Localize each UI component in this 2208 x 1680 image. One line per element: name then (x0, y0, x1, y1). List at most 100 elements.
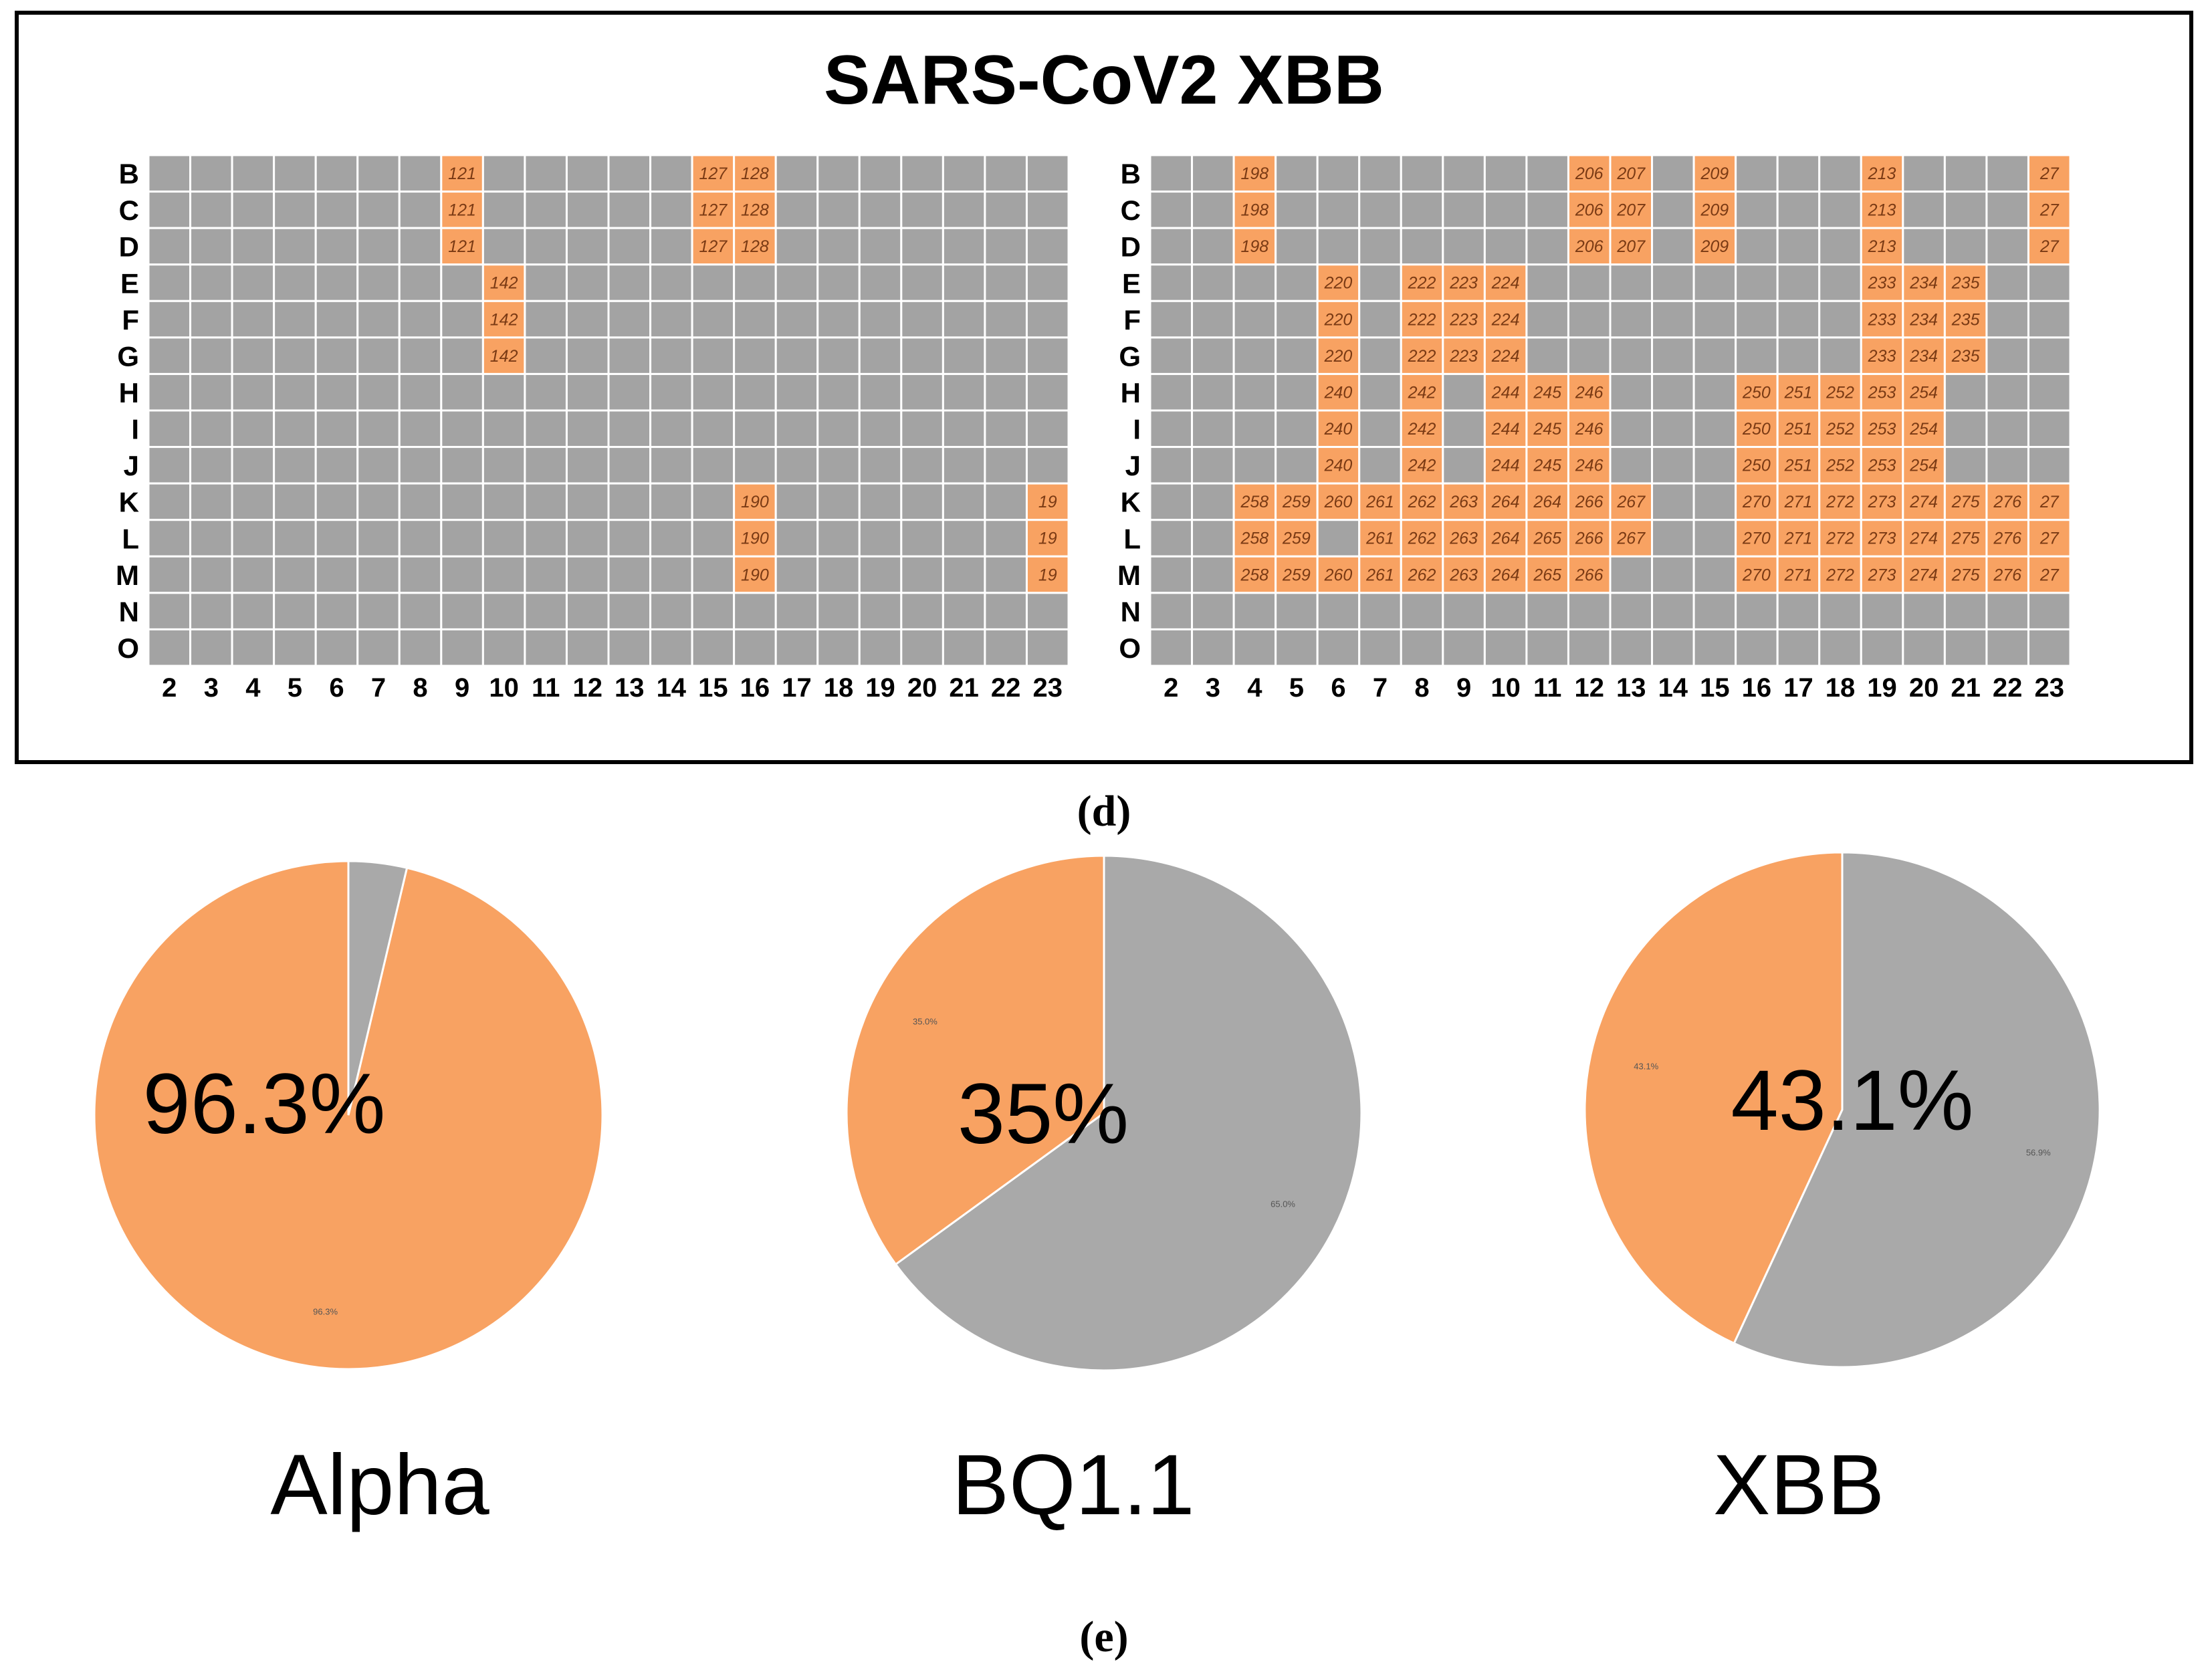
cell-label-J6: 240 (1324, 457, 1353, 475)
cell-label-B13: 207 (1616, 164, 1646, 183)
cell-K22 (984, 482, 1028, 521)
cell-label-J19: 253 (1868, 457, 1896, 475)
cell-O19 (858, 628, 903, 667)
cell-label-J12: 246 (1575, 457, 1604, 475)
cell-O6 (1316, 628, 1361, 667)
cell-I18 (816, 409, 861, 449)
cell-D21 (1943, 227, 1988, 266)
cell-K17 (1776, 482, 1821, 521)
cell-I14 (649, 409, 693, 449)
cell-I8 (398, 409, 443, 449)
cell-B2 (1149, 154, 1194, 193)
pie-small-label-positive: 35.0% (913, 1017, 937, 1027)
cell-F3 (189, 299, 233, 339)
cell-label-L20: 274 (1909, 529, 1938, 548)
cell-B17 (1776, 154, 1821, 193)
cell-J21 (942, 446, 986, 485)
row-label-H: H (119, 377, 139, 408)
cell-M22 (1985, 555, 2029, 594)
cell-H4 (231, 372, 275, 412)
col-label-18: 18 (1826, 673, 1856, 703)
cell-H23 (1025, 372, 1070, 412)
cell-B8 (398, 154, 443, 193)
cell-M18 (816, 555, 861, 594)
cell-D3 (189, 227, 233, 266)
cell-C7 (356, 191, 401, 229)
cell-C3 (189, 191, 233, 229)
cell-E3 (1191, 263, 1235, 302)
cell-H21 (1943, 372, 1988, 412)
cell-J9 (1442, 446, 1486, 485)
cell-F14 (1651, 299, 1695, 339)
cell-O10 (481, 628, 526, 667)
cell-J11 (1525, 446, 1569, 485)
cell-D8 (398, 227, 443, 266)
cell-J23 (1025, 446, 1070, 485)
cell-D11 (524, 227, 568, 266)
cell-H11 (1525, 372, 1569, 412)
cell-K18 (816, 482, 861, 521)
cell-D18 (816, 227, 861, 266)
cell-I13 (607, 409, 652, 449)
cell-N8 (398, 592, 443, 630)
cell-M16 (733, 555, 777, 594)
cell-H4 (1232, 372, 1277, 412)
cell-L4 (231, 519, 275, 558)
cell-label-G10: 224 (1491, 347, 1520, 366)
cell-J22 (984, 446, 1028, 485)
cell-H2 (1149, 372, 1194, 412)
cell-L15 (1692, 519, 1737, 558)
cell-L17 (1776, 519, 1821, 558)
cell-C5 (1275, 191, 1319, 229)
cell-label-M16: 190 (741, 566, 769, 584)
pie-category-label: BQ1.1 (952, 1437, 1195, 1533)
pie-slice-positive (1583, 851, 1844, 1345)
cell-G6 (314, 336, 359, 375)
cell-C11 (1525, 191, 1569, 229)
col-label-15: 15 (1700, 673, 1730, 703)
cell-D2 (147, 227, 192, 266)
cell-G3 (1191, 336, 1235, 375)
cell-E11 (1525, 263, 1569, 302)
cell-label-C15: 209 (1700, 201, 1729, 220)
cell-C9 (1442, 191, 1486, 229)
cell-label-I17: 251 (1784, 420, 1813, 439)
cell-label-D4: 198 (1241, 237, 1269, 256)
cell-H7 (356, 372, 401, 412)
cell-O17 (1776, 628, 1821, 667)
cell-label-M22: 276 (1993, 566, 2021, 584)
cell-H9 (440, 372, 484, 412)
cell-F12 (565, 299, 610, 339)
cell-H20 (1902, 372, 1946, 412)
cell-K4 (231, 482, 275, 521)
cell-F23 (1025, 299, 1070, 339)
cell-G8 (398, 336, 443, 375)
col-label-2: 2 (1164, 673, 1178, 703)
cell-J21 (1943, 446, 1988, 485)
cell-O7 (1358, 628, 1402, 667)
cell-F17 (774, 299, 819, 339)
cell-O10 (1483, 628, 1528, 667)
cell-L6 (314, 519, 359, 558)
cell-N12 (565, 592, 610, 630)
row-label-I: I (1133, 414, 1141, 445)
cell-J13 (1609, 446, 1654, 485)
cell-D20 (900, 227, 944, 266)
cell-H6 (314, 372, 359, 412)
cell-E16 (1735, 263, 1779, 302)
cell-D10 (1483, 227, 1528, 266)
cell-H6 (1316, 372, 1361, 412)
cell-N7 (356, 592, 401, 630)
cell-G18 (816, 336, 861, 375)
cell-C10 (481, 191, 526, 229)
cell-K2 (1149, 482, 1194, 521)
cell-G18 (1818, 336, 1862, 375)
cell-N20 (1902, 592, 1946, 630)
cell-E20 (900, 263, 944, 302)
cell-O23 (2027, 628, 2072, 667)
cell-F8 (398, 299, 443, 339)
cell-F15 (1692, 299, 1737, 339)
row-label-F: F (122, 304, 139, 336)
cell-H11 (524, 372, 568, 412)
